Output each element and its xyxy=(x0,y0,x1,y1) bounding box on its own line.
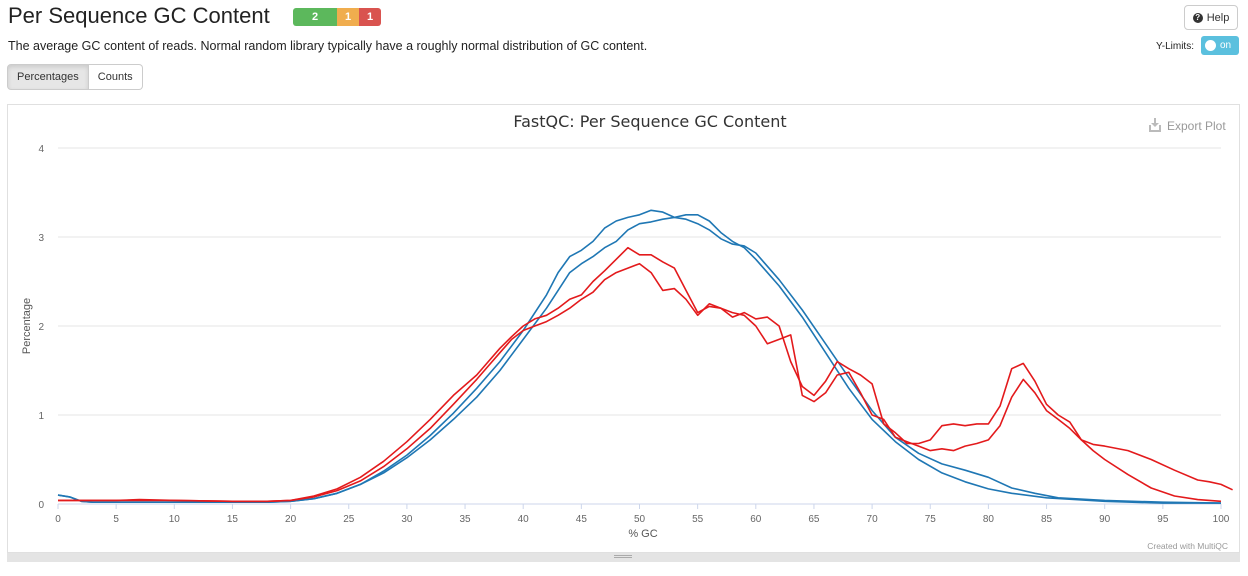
x-tick-label: 85 xyxy=(1041,514,1053,525)
plot-container xyxy=(7,104,1240,553)
x-tick-label: 75 xyxy=(925,514,937,525)
page-title: Per Sequence GC Content xyxy=(8,3,270,28)
x-tick-label: 95 xyxy=(1157,514,1169,525)
ylimits-label: Y-Limits: xyxy=(1156,41,1194,52)
y-tick-label: 0 xyxy=(38,500,44,511)
question-circle-icon: ? xyxy=(1192,12,1203,23)
x-tick-label: 40 xyxy=(518,514,530,525)
status-badges: 2 1 1 xyxy=(293,8,381,26)
help-button[interactable]: ? Help xyxy=(1184,5,1238,30)
x-tick-label: 90 xyxy=(1099,514,1111,525)
x-tick-label: 15 xyxy=(227,514,239,525)
x-axis-label: % GC xyxy=(628,528,657,540)
chart-title: FastQC: Per Sequence GC Content xyxy=(513,112,786,131)
y-tick-label: 4 xyxy=(38,144,44,155)
warn-count-badge[interactable]: 1 xyxy=(337,8,359,26)
x-tick-label: 55 xyxy=(692,514,704,525)
x-tick-label: 25 xyxy=(343,514,355,525)
x-tick-label: 30 xyxy=(401,514,413,525)
y-tick-label: 3 xyxy=(38,233,44,244)
x-tick-label: 5 xyxy=(113,514,119,525)
x-tick-label: 0 xyxy=(55,514,61,525)
y-axis-label: Percentage xyxy=(21,298,33,354)
series-line-red-3[interactable] xyxy=(58,262,1222,503)
plot-resize-handle[interactable] xyxy=(7,553,1240,562)
x-tick-label: 35 xyxy=(459,514,471,525)
x-tick-label: 20 xyxy=(285,514,297,525)
export-plot-button[interactable]: Export Plot xyxy=(1149,118,1226,133)
x-tick-label: 60 xyxy=(750,514,762,525)
pass-count-badge[interactable]: 2 xyxy=(293,8,337,26)
help-button-label: Help xyxy=(1206,11,1230,24)
x-tick-label: 45 xyxy=(576,514,588,525)
series-line-red-4[interactable] xyxy=(58,246,1233,503)
fail-count-badge[interactable]: 1 xyxy=(359,8,381,26)
toggle-state-label: on xyxy=(1220,40,1232,51)
series-line-blue-1[interactable] xyxy=(57,214,1221,504)
tab-percentages[interactable]: Percentages xyxy=(7,64,89,90)
multiqc-credit: Created with MultiQC xyxy=(1147,541,1228,551)
x-tick-label: 65 xyxy=(808,514,820,525)
x-tick-label: 100 xyxy=(1213,514,1230,525)
x-tick-label: 80 xyxy=(983,514,995,525)
ylimits-toggle[interactable]: on xyxy=(1201,36,1239,55)
x-tick-label: 50 xyxy=(634,514,646,525)
toggle-knob xyxy=(1205,40,1216,51)
tab-counts[interactable]: Counts xyxy=(88,64,143,90)
data-view-tabs: Percentages Counts xyxy=(7,64,143,90)
download-icon xyxy=(1149,118,1161,132)
y-tick-label: 1 xyxy=(38,411,44,422)
y-tick-label: 2 xyxy=(38,322,44,333)
grip-icon xyxy=(614,555,632,558)
series-line-blue-2[interactable] xyxy=(57,209,1222,504)
x-tick-label: 70 xyxy=(867,514,879,525)
section-description: The average GC content of reads. Normal … xyxy=(8,39,648,53)
x-tick-label: 10 xyxy=(169,514,181,525)
export-plot-label: Export Plot xyxy=(1167,119,1226,133)
